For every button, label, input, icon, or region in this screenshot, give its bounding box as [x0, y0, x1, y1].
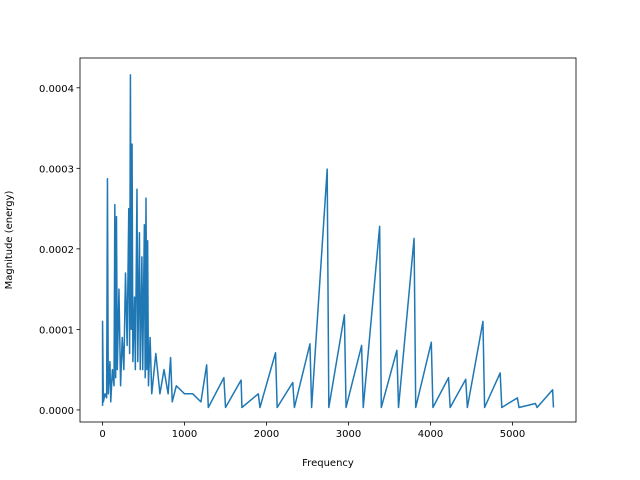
x-axis-label: Frequency	[302, 458, 354, 469]
y-axis-label: Magnitude (energy)	[4, 191, 15, 290]
y-tick-label: 0.0003	[39, 164, 74, 175]
y-tick-label: 0.0002	[39, 245, 74, 256]
x-tick-label: 0	[99, 429, 105, 440]
y-tick-label: 0.0000	[39, 406, 74, 417]
x-tick-label: 5000	[500, 429, 525, 440]
x-tick-label: 3000	[336, 429, 361, 440]
y-tick-label: 0.0004	[39, 84, 74, 95]
y-tick-label: 0.0001	[39, 325, 74, 336]
x-tick-label: 4000	[418, 429, 443, 440]
spectrum-line	[101, 74, 555, 409]
x-tick-label: 1000	[172, 429, 197, 440]
x-tick-label: 2000	[254, 429, 279, 440]
plot-frame	[79, 57, 577, 423]
